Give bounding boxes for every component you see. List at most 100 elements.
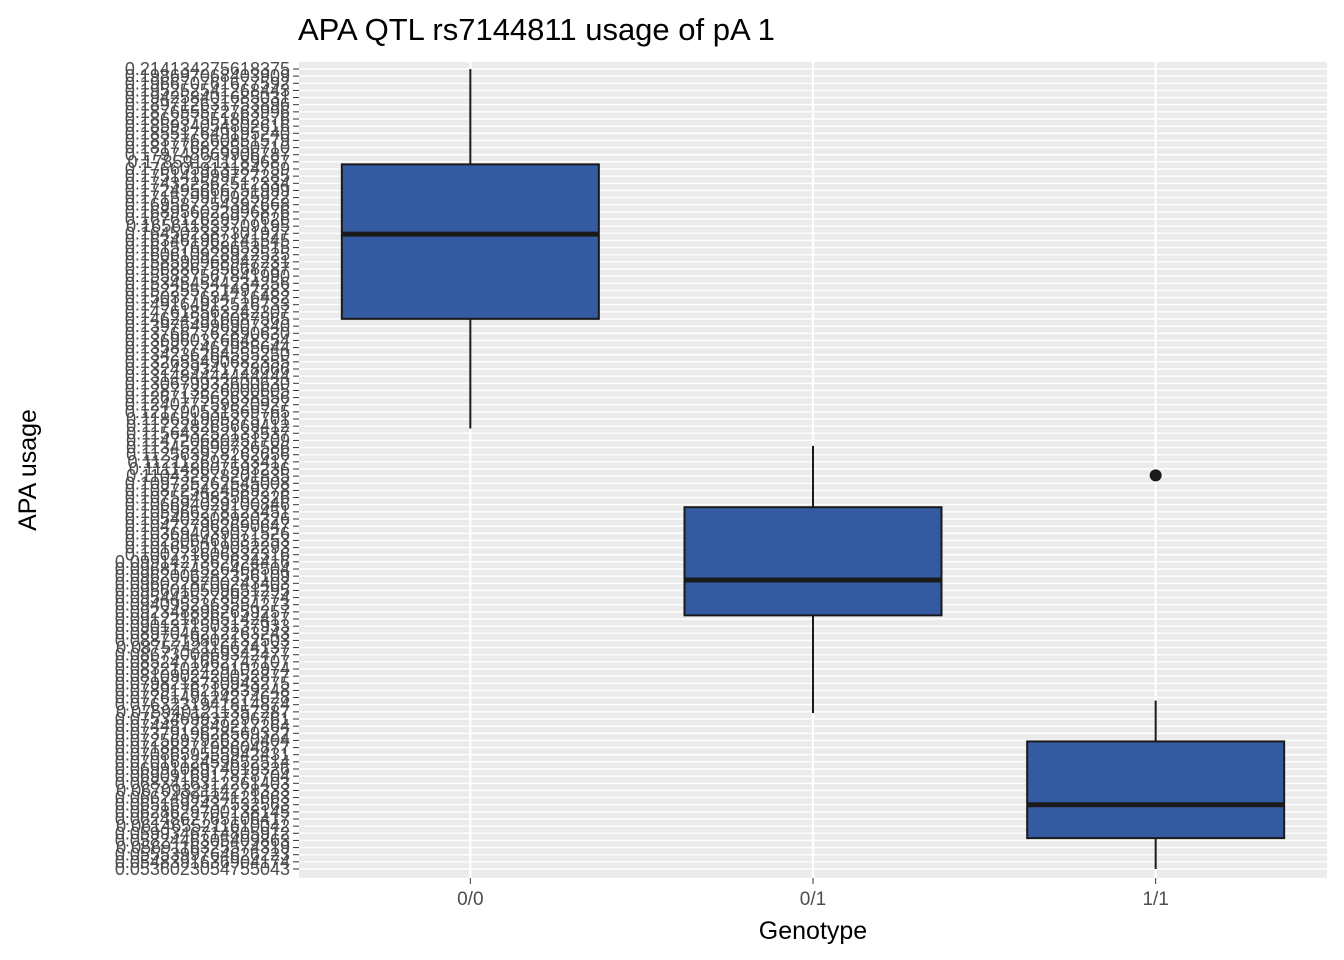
y-tick-label: 0.0776149124274628: [115, 688, 290, 708]
y-tick-label: 0.0960228700243403: [115, 573, 290, 593]
y-tick-label: 0.107554983562326: [125, 488, 290, 508]
y-tick-label: 0.135877462985644: [125, 338, 290, 358]
outlier-point: [1149, 469, 1162, 482]
box-body: [340, 163, 600, 320]
box-0-1: [683, 445, 943, 714]
y-tick-label: 0.108725424589278: [125, 480, 290, 500]
y-tick-label: 0.0875742116624137: [116, 638, 290, 658]
y-tick-label: 0.0555399764626223: [115, 845, 290, 865]
y-tick-label: 0.106694029100846: [125, 495, 290, 515]
y-tick-label: 0.178591211189687: [127, 152, 290, 172]
y-tick-label: 0.169587254397668: [125, 195, 290, 215]
box-1-1: [1026, 469, 1286, 870]
x-axis-title: Genotype: [759, 917, 867, 945]
y-tick-label: 0.0753469937296761: [115, 709, 290, 729]
y-tick-label: 0.132655490682355: [125, 352, 290, 372]
x-tick-label: 1/1: [1142, 889, 1168, 910]
y-tick-label: 0.194258401685031: [125, 88, 290, 108]
y-tick-label: 0.187655572763996: [125, 102, 290, 122]
y-tick-label: 0.179748669906787: [125, 145, 290, 165]
y-tick-label: 0.163461962141545: [125, 230, 290, 250]
y-tick-label: 0.117228265669412: [126, 416, 290, 436]
y-tick-label: 0.118651905375701: [126, 409, 290, 429]
y-tick-label: 0.0923488962659257: [115, 602, 290, 622]
y-tick-label: 0.115643252133537: [126, 423, 290, 443]
y-tick-label: 0.0536023054755043: [115, 859, 290, 879]
x-tick-label: 0/0: [457, 889, 483, 910]
y-tick-label: 0.0759401211357287: [116, 702, 290, 722]
y-tick-label: 0.132429341728066: [125, 359, 290, 379]
y-tick-label: 0.0763231941814874: [115, 695, 290, 715]
y-tick-label: 0.164502387301927: [125, 223, 290, 243]
y-tick-label: 0.112112697133417: [127, 452, 290, 472]
y-tick-label: 0.0701612459652514: [115, 752, 290, 772]
y-tick-label: 0.137667762890630: [125, 323, 290, 343]
y-tick-label: 0.104727962690647: [125, 516, 290, 536]
y-tick-label: 0.185934054802616: [125, 116, 290, 136]
y-tick-label: 0.0962006282356109: [115, 566, 290, 586]
y-tick-label: 0.126717562638556: [125, 388, 290, 408]
box-series: [340, 69, 1286, 870]
y-tick-label: 0.161576288653515: [125, 238, 290, 258]
y-tick-label: 0.165611833709195: [126, 216, 290, 236]
y-tick-label: 0.0690916917878704: [115, 766, 290, 786]
y-tick-label: 0.183776260851579: [125, 130, 290, 150]
y-tick-label: 0.103694039071526: [125, 523, 290, 543]
y-tick-label: 0.114720680251709: [126, 430, 290, 450]
y-tick-label: 0.0628629700138145: [115, 802, 290, 822]
x-axis-ticks: 0/0 0/1 1/1: [457, 878, 1169, 910]
y-tick-label: 0.128773826000605: [125, 380, 290, 400]
y-tick-label: 0.158590968947231: [125, 252, 290, 272]
y-axis-title: APA usage: [14, 409, 42, 531]
y-tick-label: 0.149164912526733: [125, 295, 290, 315]
y-tick-label: 0.175141999727285: [125, 166, 290, 186]
y-tick-label: 0.171579910925922: [125, 188, 290, 208]
y-tick-label: 0.146245916087565: [125, 309, 290, 329]
y-tick-label: 0.147618563242307: [125, 302, 290, 322]
y-tick-label: 0.105966278123451: [125, 502, 290, 522]
y-tick-label: 0.0582446305409863: [115, 830, 290, 850]
y-tick-label: 0.0901371503137933: [115, 616, 290, 636]
y-tick-label: 0.136960376648254: [125, 330, 290, 350]
y-tick-label: 0.160610928922525: [125, 245, 290, 265]
y-tick-label: 0.167612629977626: [125, 209, 290, 229]
y-tick-label: 0.0651692437532563: [115, 795, 290, 815]
y-tick-label: 0.0852471662747107: [115, 652, 290, 672]
y-tick-label: 0.155837567841990: [125, 266, 290, 286]
y-tick-label: 0.111148607593236: [129, 459, 290, 479]
y-tick-label: 0.121790531569765: [125, 402, 290, 422]
y-tick-label: 0.0912218365142417: [115, 609, 290, 629]
x-tick-label: 0/1: [800, 889, 826, 910]
y-tick-label: 0.153454544234256: [125, 273, 290, 293]
y-tick-label: 0.0737919628569322: [115, 723, 290, 743]
y-tick-label: 0.0569116325574319: [116, 838, 290, 858]
box-body: [1026, 740, 1286, 840]
y-tick-label: 0.0810902420052877: [115, 666, 290, 686]
y-tick-label: 0.112563978262656: [126, 445, 290, 465]
y-tick-label: 0.0662499534121663: [115, 788, 290, 808]
y-tick-label: 0.0599346714805912: [115, 823, 290, 843]
y-tick-label: 0.168956022996876: [125, 202, 290, 222]
y-tick-label: 0.172495666751999: [125, 180, 290, 200]
y-tick-label: 0.195252541268443: [125, 80, 290, 100]
y-tick-label: 0.124077759820927: [125, 395, 290, 415]
y-tick-label: 0.130679933600630: [125, 373, 290, 393]
y-tick-label: 0.174322562512334: [125, 173, 290, 193]
y-tick-label: 0.0718837198604877: [115, 738, 290, 758]
box-body: [683, 506, 943, 617]
chart-title: APA QTL rs7144811 usage of pA 1: [298, 12, 775, 47]
y-tick-label: 0.0708659555942431: [115, 745, 290, 765]
y-tick-label: 0.0798218730943275: [115, 673, 290, 693]
y-tick-label: 0.0789176218839248: [115, 680, 290, 700]
y-tick-label: 0.134236264555250: [125, 345, 290, 365]
y-tick-label: 0.105402308920326: [125, 509, 290, 529]
y-tick-label: 0.0683416312261403: [115, 773, 290, 793]
y-tick-label: 0.0699108974019326: [115, 759, 290, 779]
y-tick-label: 0.0968174526468504: [115, 559, 290, 579]
y-tick-label: 0.156886755668787: [125, 259, 290, 279]
y-tick-label: 0.0614655211610042: [116, 816, 290, 836]
y-tick-label: 0.0867300869342477: [115, 645, 290, 665]
y-tick-label: 0.150377634716482: [125, 288, 290, 308]
y-tick-label: 0.0940952363554273: [115, 595, 290, 615]
